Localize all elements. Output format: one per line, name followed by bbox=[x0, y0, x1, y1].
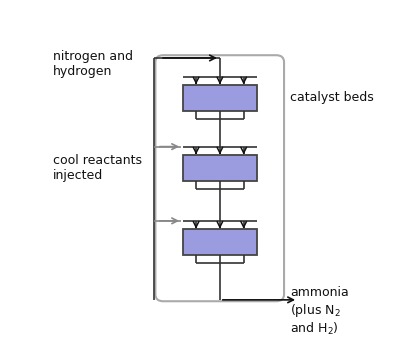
Bar bbox=[183, 155, 257, 181]
Bar bbox=[183, 85, 257, 111]
Text: nitrogen and
hydrogen: nitrogen and hydrogen bbox=[53, 50, 133, 78]
Text: ammonia
(plus N$_2$
and H$_2$): ammonia (plus N$_2$ and H$_2$) bbox=[290, 286, 349, 337]
Text: cool reactants
injected: cool reactants injected bbox=[53, 154, 142, 182]
FancyBboxPatch shape bbox=[155, 55, 284, 301]
Text: catalyst beds: catalyst beds bbox=[290, 91, 374, 104]
Bar bbox=[183, 229, 257, 255]
